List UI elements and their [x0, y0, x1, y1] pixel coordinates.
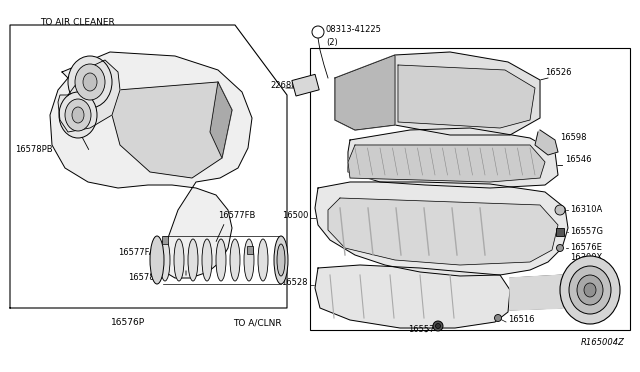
Circle shape [312, 26, 324, 38]
Circle shape [495, 314, 502, 321]
Text: TO AIR CLEANER: TO AIR CLEANER [40, 18, 115, 27]
Ellipse shape [577, 275, 603, 305]
Bar [310, 48, 630, 330]
Polygon shape [335, 52, 540, 135]
Polygon shape [335, 55, 395, 130]
Ellipse shape [188, 239, 198, 281]
Text: 16557G: 16557G [570, 228, 603, 237]
Ellipse shape [569, 266, 611, 314]
Text: 16598: 16598 [560, 133, 586, 142]
Polygon shape [315, 182, 568, 276]
Ellipse shape [65, 99, 91, 131]
Text: 16576E: 16576E [570, 244, 602, 253]
Polygon shape [328, 198, 558, 265]
Text: 08313-41225: 08313-41225 [326, 26, 382, 35]
Text: 16578PB: 16578PB [15, 145, 52, 154]
Bar [556, 228, 564, 236]
Text: S: S [316, 29, 321, 35]
Polygon shape [398, 65, 535, 128]
Ellipse shape [68, 56, 112, 108]
Ellipse shape [160, 239, 170, 281]
Ellipse shape [75, 64, 105, 100]
Bar [162, 236, 168, 244]
Ellipse shape [83, 73, 97, 91]
Text: TO A/CLNR: TO A/CLNR [233, 318, 282, 327]
Polygon shape [112, 82, 232, 178]
Text: 16500: 16500 [282, 211, 308, 220]
Circle shape [555, 205, 565, 215]
Text: 16516: 16516 [508, 315, 534, 324]
Circle shape [557, 244, 563, 251]
Ellipse shape [244, 239, 254, 281]
Ellipse shape [258, 239, 268, 281]
Text: 16578PA: 16578PA [128, 273, 165, 282]
Ellipse shape [274, 236, 288, 284]
Ellipse shape [202, 239, 212, 281]
Polygon shape [348, 128, 558, 188]
Ellipse shape [72, 107, 84, 123]
Bar [247, 246, 253, 254]
Polygon shape [10, 25, 287, 308]
Ellipse shape [230, 239, 240, 281]
Circle shape [435, 324, 440, 328]
Text: 16310A: 16310A [570, 205, 602, 215]
Polygon shape [50, 52, 252, 278]
Ellipse shape [584, 283, 596, 297]
Ellipse shape [277, 244, 285, 276]
Polygon shape [210, 82, 232, 158]
Bar [292, 74, 319, 96]
Text: R165004Z: R165004Z [581, 338, 625, 347]
Polygon shape [315, 265, 510, 328]
Polygon shape [535, 130, 558, 155]
Polygon shape [510, 275, 565, 310]
Ellipse shape [174, 239, 184, 281]
Text: 16526: 16526 [545, 68, 572, 77]
Ellipse shape [560, 256, 620, 324]
Text: 16528: 16528 [282, 278, 308, 287]
Text: 16577F: 16577F [140, 123, 172, 132]
Ellipse shape [59, 92, 97, 138]
Polygon shape [348, 145, 545, 182]
Ellipse shape [216, 239, 226, 281]
Circle shape [433, 321, 443, 331]
Text: 22680: 22680 [270, 81, 296, 90]
Text: 16557: 16557 [408, 325, 435, 334]
Ellipse shape [150, 236, 164, 284]
Text: 16577FA: 16577FA [118, 248, 154, 257]
Text: 16577FB: 16577FB [218, 211, 255, 220]
Text: (2): (2) [326, 38, 338, 46]
Text: 16300X: 16300X [570, 253, 602, 262]
Text: 16576P: 16576P [111, 318, 145, 327]
Text: 16546: 16546 [565, 155, 591, 164]
Polygon shape [58, 60, 120, 132]
